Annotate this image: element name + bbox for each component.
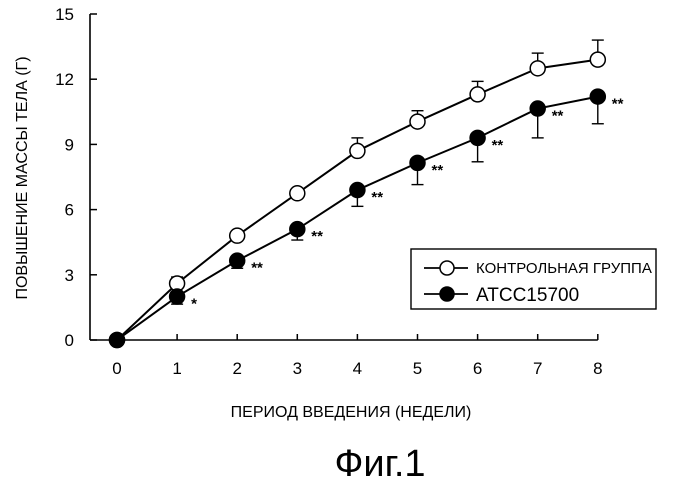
x-tick-label: 7 [533, 359, 542, 378]
legend-marker-open-circle-icon [440, 261, 454, 275]
x-tick-label: 4 [353, 359, 362, 378]
y-tick-label: 12 [55, 70, 74, 89]
significance-label: ** [492, 137, 504, 154]
x-tick-label: 3 [293, 359, 302, 378]
y-tick-label: 15 [55, 5, 74, 24]
legend: КОНТРОЛЬНАЯ ГРУППА ATCC15700 [411, 249, 656, 309]
x-tick-label: 1 [172, 359, 181, 378]
significance-label: ** [251, 260, 263, 277]
x-tick-label: 0 [112, 359, 121, 378]
data-point-atcc [290, 222, 305, 237]
significance-label: ** [311, 228, 323, 245]
x-tick-label: 2 [232, 359, 241, 378]
data-point-atcc [230, 253, 245, 268]
y-tick-label: 6 [65, 201, 74, 220]
data-point-control [290, 186, 305, 201]
figure-caption: Фиг.1 [334, 443, 425, 484]
legend-label-control: КОНТРОЛЬНАЯ ГРУППА [476, 260, 652, 277]
data-point-control [590, 52, 605, 67]
data-point-atcc [530, 101, 545, 116]
significance-label: ** [432, 162, 444, 179]
data-point-control [470, 87, 485, 102]
data-point-atcc [410, 155, 425, 170]
significance-label: * [191, 296, 197, 313]
data-point-atcc [350, 183, 365, 198]
significance-label: ** [371, 189, 383, 206]
y-tick-label: 9 [65, 135, 74, 154]
data-point-control [410, 114, 425, 129]
data-point-atcc [590, 89, 605, 104]
x-tick-label: 8 [593, 359, 602, 378]
x-tick-label: 6 [473, 359, 482, 378]
y-tick-label: 3 [65, 266, 74, 285]
y-axis-title: ПОВЫШЕНИЕ МАССЫ ТЕЛА (Г) [14, 56, 31, 299]
legend-label-atcc: ATCC15700 [476, 285, 579, 306]
significance-label: ** [612, 96, 624, 113]
data-point-control [350, 143, 365, 158]
x-axis-title: ПЕРИОД ВВЕДЕНИЯ (НЕДЕЛИ) [231, 404, 472, 421]
data-point-control [530, 61, 545, 76]
significance-label: ** [552, 108, 564, 125]
legend-marker-filled-circle-icon [440, 287, 454, 301]
data-point-atcc [110, 333, 125, 348]
y-tick-label: 0 [65, 331, 74, 350]
data-point-atcc [170, 289, 185, 304]
x-tick-label: 5 [413, 359, 422, 378]
data-point-control [230, 228, 245, 243]
data-point-atcc [470, 130, 485, 145]
